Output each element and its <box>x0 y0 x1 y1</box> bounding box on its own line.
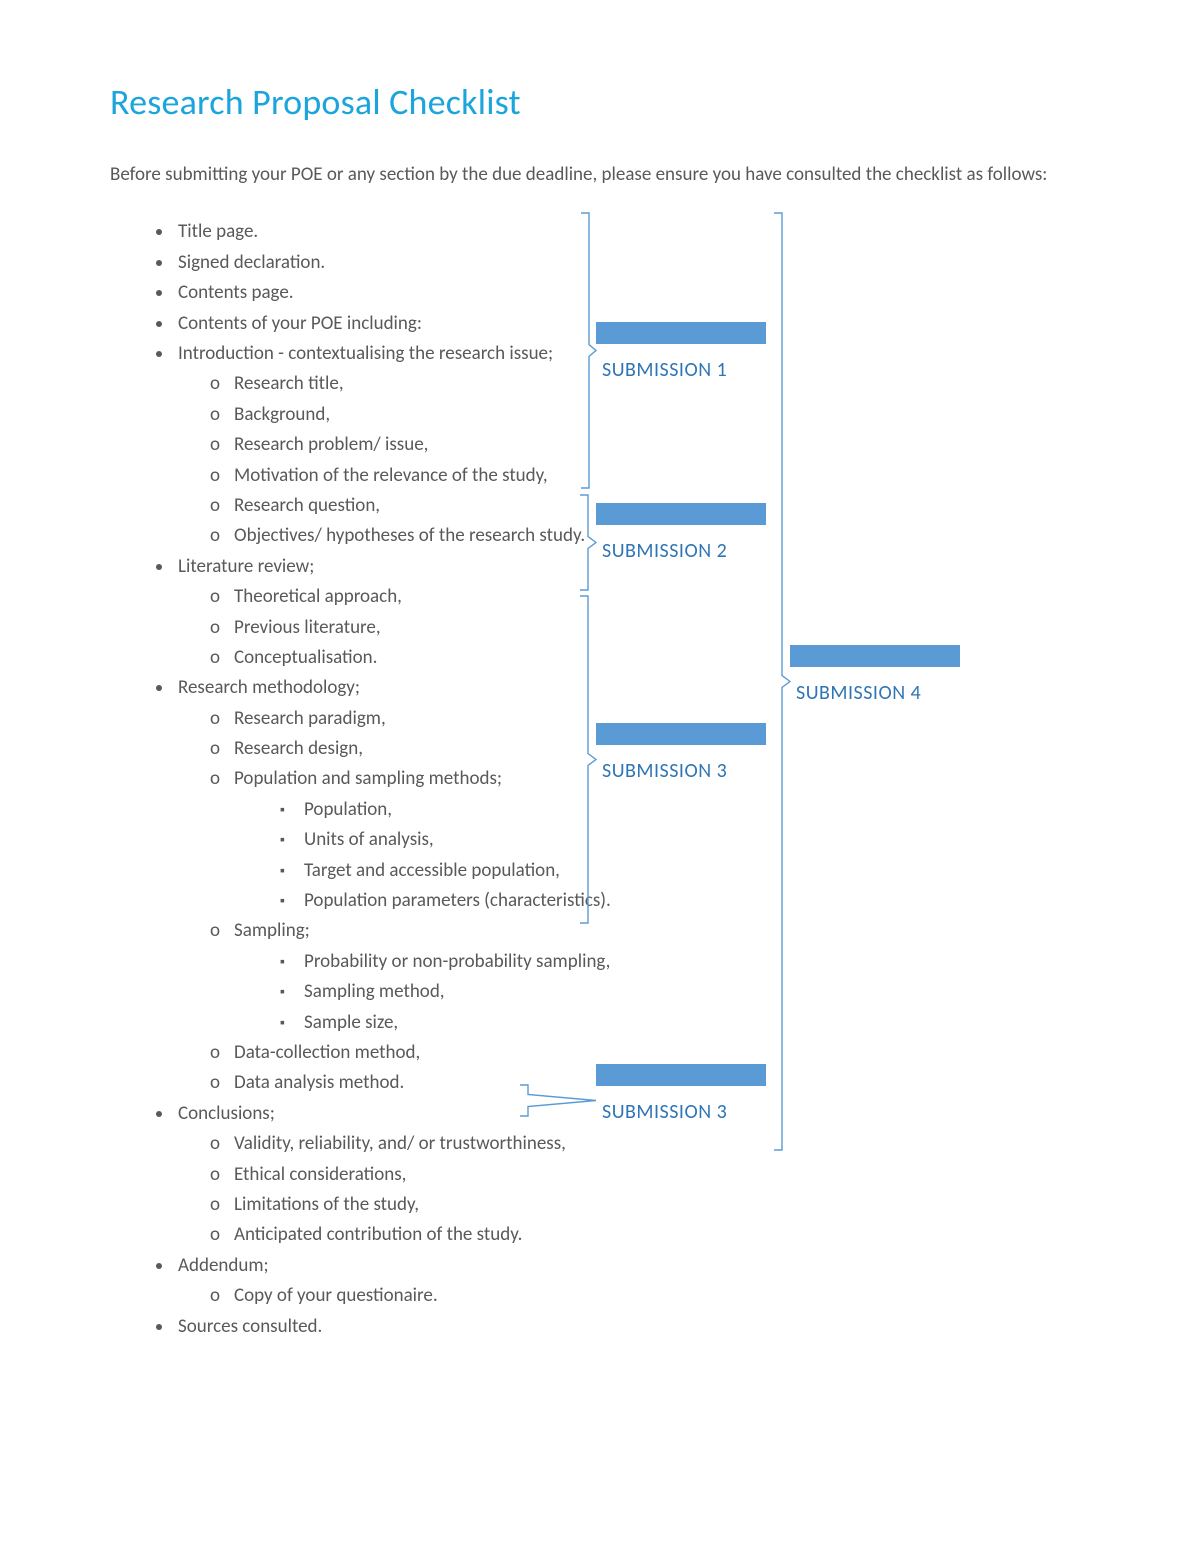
list-item-text: Previous literature, <box>234 616 381 639</box>
list-item-text: Addendum; <box>178 1254 269 1277</box>
list-item-text: Signed declaration. <box>178 251 325 274</box>
list-item: Addendum; Copy of your questionaire. <box>174 1251 1100 1312</box>
list-item-text: Contents of your POE including: <box>178 312 422 335</box>
checklist: Title page. Signed declaration. Contents p… <box>110 217 1100 1341</box>
sub-list: Research title, Background, Research probl… <box>178 369 1100 551</box>
list-item-text: Data analysis method. <box>234 1071 404 1094</box>
list-item: Units of analysis, <box>304 825 1100 855</box>
list-item-text: Population parameters (characteristics). <box>304 889 611 912</box>
list-item: Population, <box>304 795 1100 825</box>
list-item-text: Objectives/ hypotheses of the research s… <box>234 524 585 547</box>
list-item-text: Copy of your questionaire. <box>234 1284 438 1307</box>
list-item-text: Research problem/ issue, <box>234 433 428 456</box>
list-item: Probability or non-probability sampling, <box>304 947 1100 977</box>
list-item: Research methodology;Research paradigm,R… <box>174 673 1100 1098</box>
sub-list: Theoretical approach, Previous literature… <box>178 582 1100 673</box>
list-item: Contents of your POE including: <box>174 309 1100 339</box>
list-item-text: Sampling; <box>234 919 310 942</box>
list-item: Research problem/ issue, <box>234 430 1100 460</box>
list-item: Literature review; Theoretical approach, P… <box>174 552 1100 674</box>
list-item-text: Theoretical approach, <box>234 585 402 608</box>
list-item-text: Data-collection method, <box>234 1041 420 1064</box>
list-item-text: Sampling method, <box>304 980 445 1003</box>
list-item-text: Conceptualisation. <box>234 646 377 669</box>
list-item: Population parameters (characteristics). <box>304 886 1100 916</box>
list-item-text: Units of analysis, <box>304 828 434 851</box>
list-item-text: Motivation of the relevance of the study… <box>234 464 548 487</box>
sub-sub-list: Probability or non-probability sampling,… <box>234 947 1100 1038</box>
list-item: Sources consulted. <box>174 1312 1100 1342</box>
list-item-text: Limitations of the study, <box>234 1193 419 1216</box>
list-item: Sampling; Probability or non-probability … <box>234 916 1100 1038</box>
list-item-text: Ethical considerations, <box>234 1163 406 1186</box>
list-item: Research question, <box>234 491 1100 521</box>
list-item-text: Contents page. <box>178 281 294 304</box>
list-item: Copy of your questionaire. <box>234 1281 1100 1311</box>
list-item-text: Research question, <box>234 494 380 517</box>
sub-list: Copy of your questionaire. <box>178 1281 1100 1311</box>
list-item-text: Probability or non-probability sampling, <box>304 950 610 973</box>
list-item-text: Research methodology; <box>178 676 360 699</box>
sub-list: Validity, reliability, and/ or trustwort… <box>178 1129 1100 1251</box>
page: Research Proposal Checklist Before submi… <box>0 0 1200 1553</box>
list-item: Previous literature, <box>234 613 1100 643</box>
list-item-text: Sources consulted. <box>178 1315 322 1338</box>
list-item: Signed declaration. <box>174 248 1100 278</box>
list-item: Validity, reliability, and/ or trustwort… <box>234 1129 1100 1159</box>
list-item: Theoretical approach, <box>234 582 1100 612</box>
list-item-text: Research paradigm, <box>234 707 386 730</box>
list-item: Contents page. <box>174 278 1100 308</box>
sub-list: Research paradigm, Research design, Popula… <box>178 704 1100 1099</box>
list-item-text: Research title, <box>234 372 344 395</box>
list-item: Sample size, <box>304 1008 1100 1038</box>
list-item-text: Sample size, <box>304 1011 398 1034</box>
list-item: Population and sampling methods; Populati… <box>234 764 1100 916</box>
sub-sub-list: Population, Units of analysis, Target and … <box>234 795 1100 917</box>
list-item: Background, <box>234 400 1100 430</box>
list-item-text: Introduction - contextualising the resea… <box>178 342 553 365</box>
list-item-text: Target and accessible population, <box>304 859 560 882</box>
list-item-text: Validity, reliability, and/ or trustwort… <box>234 1132 566 1155</box>
list-item: Data analysis method. <box>234 1068 1100 1098</box>
list-item: Conceptualisation. <box>234 643 1100 673</box>
list-item: Research paradigm, <box>234 704 1100 734</box>
list-item-text: Title page. <box>178 220 258 243</box>
list-item-text: Population and sampling methods; <box>234 767 502 790</box>
list-item-text: Population, <box>304 798 392 821</box>
list-item-text: Literature review; <box>178 555 314 578</box>
page-title: Research Proposal Checklist <box>110 80 1100 124</box>
list-item: Motivation of the relevance of the study… <box>234 461 1100 491</box>
list-item: Limitations of the study, <box>234 1190 1100 1220</box>
list-item: Conclusions; Validity, reliability, and/ … <box>174 1099 1100 1251</box>
list-item-text: Background, <box>234 403 330 426</box>
list-item: Introduction - contextualising the resea… <box>174 339 1100 552</box>
list-item: Research title, <box>234 369 1100 399</box>
list-item: Target and accessible population, <box>304 856 1100 886</box>
list-item: Title page. <box>174 217 1100 247</box>
list-item: Ethical considerations, <box>234 1160 1100 1190</box>
list-item: Research design, <box>234 734 1100 764</box>
intro-text: Before submitting your POE or any sectio… <box>110 160 1100 189</box>
list-item: Objectives/ hypotheses of the research s… <box>234 521 1100 551</box>
list-item: Sampling method, <box>304 977 1100 1007</box>
list-item-text: Conclusions; <box>178 1102 275 1125</box>
list-item: Data-collection method, <box>234 1038 1100 1068</box>
list-item: Anticipated contribution of the study. <box>234 1220 1100 1250</box>
list-item-text: Research design, <box>234 737 363 760</box>
list-item-text: Anticipated contribution of the study. <box>234 1223 522 1246</box>
